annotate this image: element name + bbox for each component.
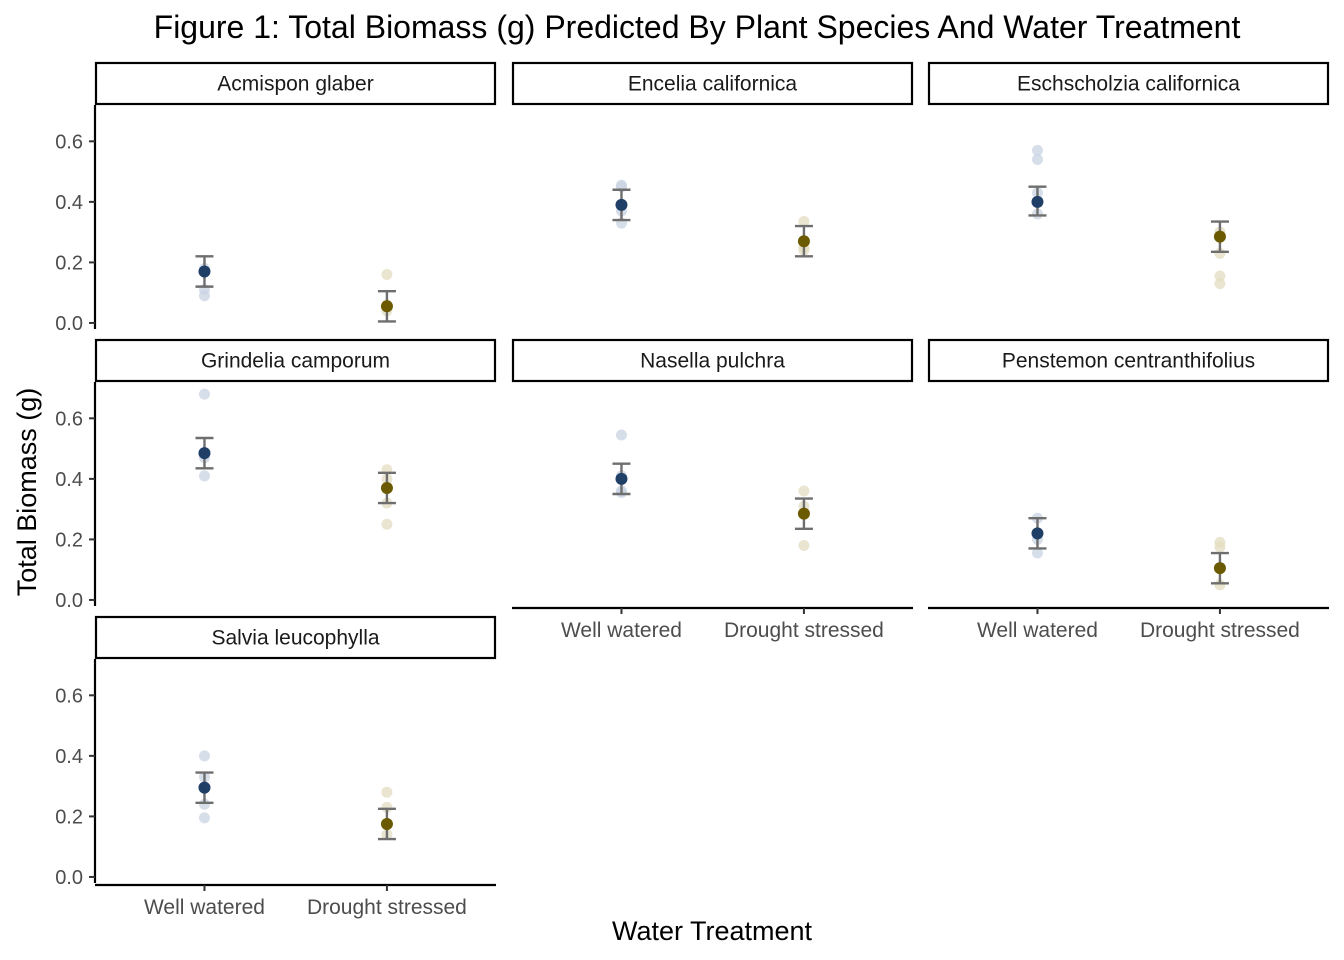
predicted-mean-point (1213, 230, 1226, 243)
panel-nasella-pulchra: Nasella pulchra Well watered Drought stres… (511, 338, 914, 642)
raw-observation-point (1031, 153, 1043, 165)
facet-strip-label: Encelia californica (628, 73, 798, 96)
raw-observation-point (798, 216, 810, 228)
facet-strip (511, 338, 914, 383)
facet-panels: Acmispon glaber 0.0 0.2 0.4 0.6 Encelia calif… (55, 61, 1330, 919)
raw-observation-point (1214, 270, 1226, 282)
panel-penstemon-centranthifolius: Penstemon centranthifolius Well watered Dr… (927, 338, 1330, 642)
y-tick-label: 0.6 (55, 685, 83, 707)
y-tick-label: 0.0 (55, 313, 83, 335)
raw-observation-point (798, 485, 810, 497)
x-tick-label: Drought stressed (1140, 619, 1300, 642)
predicted-mean-point (797, 235, 810, 248)
panel-acmispon-glaber: Acmispon glaber 0.0 0.2 0.4 0.6 (55, 61, 497, 335)
facet-strip (94, 338, 497, 383)
raw-observation-point (1214, 278, 1226, 290)
y-tick-label: 0.4 (55, 192, 83, 214)
panel-encelia-californica: Encelia californica (511, 61, 914, 258)
raw-observation-point (798, 539, 810, 551)
raw-observation-point (198, 470, 210, 482)
raw-observation-point (1214, 579, 1226, 591)
raw-observation-point (1214, 541, 1226, 553)
x-tick-label: Drought stressed (307, 896, 467, 919)
facet-strip-label: Acmispon glaber (217, 73, 373, 96)
x-tick-label: Drought stressed (724, 619, 884, 642)
facet-strip-label: Eschscholzia californica (1017, 73, 1240, 96)
y-tick-label: 0.4 (55, 469, 83, 491)
raw-observation-point (1031, 144, 1043, 156)
raw-observation-point (381, 269, 393, 281)
y-tick-label: 0.2 (55, 252, 83, 274)
raw-observation-point (198, 388, 210, 400)
y-tick-label: 0.2 (55, 806, 83, 828)
facet-strip-label: Nasella pulchra (640, 350, 785, 373)
x-tick-label: Well watered (144, 896, 265, 919)
facet-strip (94, 615, 497, 660)
facet-strip (927, 61, 1330, 106)
predicted-mean-point (797, 507, 810, 520)
predicted-mean-point (615, 472, 628, 485)
facet-strip-label: Salvia leucophylla (211, 627, 379, 650)
predicted-mean-point (1213, 562, 1226, 575)
y-tick-label: 0.0 (55, 867, 83, 889)
raw-observation-point (198, 812, 210, 824)
chart-title: Figure 1: Total Biomass (g) Predicted By… (154, 9, 1241, 45)
raw-observation-point (381, 801, 393, 813)
facet-strip (927, 338, 1330, 383)
y-tick-label: 0.6 (55, 131, 83, 153)
facet-strip-label: Penstemon centranthifolius (1002, 350, 1255, 373)
y-tick-label: 0.2 (55, 529, 83, 551)
predicted-mean-point (198, 447, 211, 460)
raw-observation-point (381, 518, 393, 530)
predicted-mean-point (198, 781, 211, 794)
predicted-mean-point (1031, 195, 1044, 208)
panel-grindelia-camporum: Grindelia camporum 0.0 0.2 0.4 0.6 (55, 338, 497, 612)
predicted-mean-point (380, 817, 393, 830)
panel-eschscholzia-californica: Eschscholzia californica (927, 61, 1330, 290)
facet-strip (511, 61, 914, 106)
y-tick-label: 0.6 (55, 408, 83, 430)
x-axis-label: Water Treatment (612, 916, 813, 946)
predicted-mean-point (380, 300, 393, 313)
raw-observation-point (1214, 247, 1226, 259)
predicted-mean-point (1031, 527, 1044, 540)
facet-strip (94, 61, 497, 106)
y-tick-label: 0.0 (55, 590, 83, 612)
x-tick-label: Well watered (977, 619, 1098, 642)
x-tick-label: Well watered (561, 619, 682, 642)
predicted-mean-point (198, 265, 211, 278)
predicted-mean-point (615, 198, 628, 211)
panel-salvia-leucophylla: Salvia leucophylla 0.0 0.2 0.4 0.6 Well water… (55, 615, 497, 919)
raw-observation-point (381, 786, 393, 798)
y-axis-label: Total Biomass (g) (12, 388, 42, 597)
raw-observation-point (615, 429, 627, 441)
y-tick-label: 0.4 (55, 746, 83, 768)
raw-observation-point (1031, 547, 1043, 559)
raw-observation-point (615, 179, 627, 191)
raw-observation-point (198, 798, 210, 810)
predicted-mean-point (380, 481, 393, 494)
raw-observation-point (198, 750, 210, 762)
facet-strip-label: Grindelia camporum (201, 350, 390, 373)
